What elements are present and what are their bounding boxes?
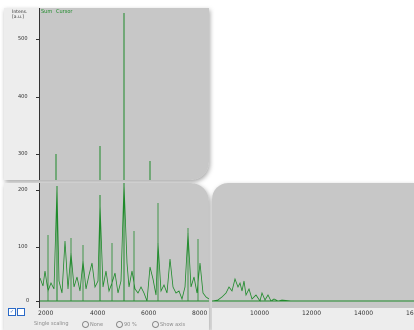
spectrum-plot-area[interactable] [40,183,209,308]
radio-icon[interactable] [152,321,159,328]
y-axis-unit: Intens. [a.u.] [12,10,28,20]
spectrum-panel-top: Intens. [a.u.] 500 400 300 Sum Cursor [4,8,209,180]
legend-cursor: Cursor [56,9,73,15]
legend-sum: Sum [41,9,53,15]
x-tick-label: 2000 [38,310,54,317]
y-tick-label: 100 [18,244,28,250]
radio-none[interactable]: None [82,321,103,328]
scaling-controls: Single scaling None 90 % Show axis [4,319,209,330]
radio-icon[interactable] [116,321,123,328]
spectrum-trace-top [55,13,151,180]
y-tick-label: 400 [18,94,28,100]
radio-icon[interactable] [82,321,89,328]
spectrum-panel-bottom-right: 10000 12000 14000 16 [212,183,414,330]
radio-show-axis[interactable]: Show axis [152,321,185,328]
x-tick-label: 10000 [250,310,270,317]
y-tick-label: 200 [18,187,28,193]
x-tick-label: 8000 [192,310,208,317]
spectrum-trace-bottom-right [212,277,414,302]
x-tick-label: 16 [406,310,414,317]
x-tick-label: 4000 [90,310,106,317]
radio-percent[interactable]: 90 % [116,321,137,328]
y-tick-label: 0 [26,298,30,304]
x-tick-label: 6000 [141,310,157,317]
x-tick-label: 14000 [354,310,374,317]
y-tick-label: 500 [18,36,28,42]
y-tick-label: 300 [18,151,28,157]
spectrum-plot-area[interactable] [40,8,209,180]
spectrum-plot-area[interactable] [212,183,414,308]
checkbox-icon[interactable] [17,308,25,316]
checkbox-icon[interactable]: ✓ [8,308,16,316]
x-tick-label: 12000 [302,310,322,317]
spectrum-trace-bottom-left [40,183,209,302]
spectrum-panel-bottom-left: 200 100 0 2000 4000 6000 8000 ✓ Single s… [4,183,209,330]
single-scaling-label: Single scaling [34,321,69,327]
